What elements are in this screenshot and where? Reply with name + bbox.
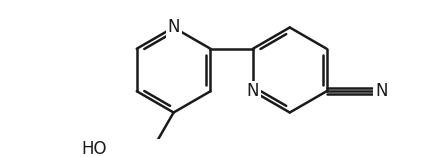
Text: N: N [168,19,180,36]
Text: N: N [375,82,388,100]
Text: HO: HO [82,140,107,157]
Text: N: N [247,82,259,100]
